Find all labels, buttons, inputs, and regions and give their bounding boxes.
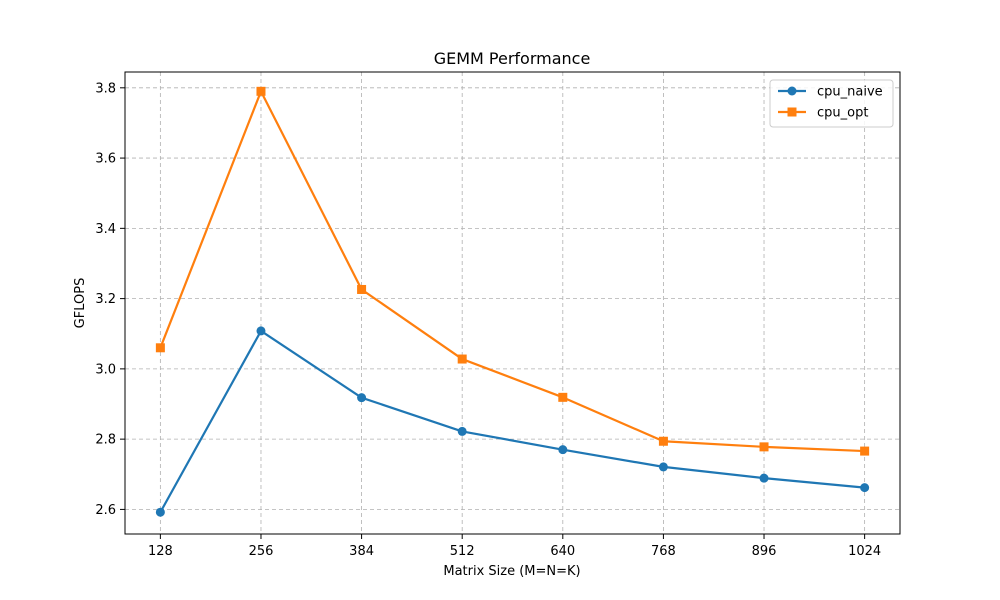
chart-title: GEMM Performance [434, 49, 591, 68]
legend-item-cpu-naive: cpu_naive [778, 85, 883, 100]
y-tick-label: 3.8 [95, 81, 116, 96]
legend-item-cpu-opt: cpu_opt [778, 106, 868, 121]
data-point-cpu-opt [155, 343, 165, 353]
legend-label: cpu_naive [817, 85, 883, 100]
x-tick-label: 128 [148, 544, 173, 559]
data-point-cpu-opt [558, 392, 568, 402]
series-cpu-opt [155, 86, 870, 456]
data-point-cpu-opt [759, 442, 769, 452]
legend-marker [787, 86, 797, 96]
data-point-cpu-naive [457, 426, 467, 436]
data-point-cpu-opt [357, 284, 367, 294]
legend-marker [787, 107, 797, 117]
series-line-cpu-naive [159, 329, 865, 513]
data-point-cpu-opt [457, 354, 467, 364]
series-cpu-naive [155, 326, 870, 517]
data-point-cpu-naive [256, 326, 266, 336]
y-tick-label: 2.8 [95, 433, 116, 448]
legend: cpu_naive cpu_opt [769, 79, 894, 128]
x-tick-label: 1024 [848, 544, 881, 559]
x-tick-label: 896 [752, 544, 777, 559]
data-point-cpu-naive [658, 462, 668, 472]
series-line-cpu-opt [159, 90, 865, 453]
y-tick-label: 2.6 [95, 503, 116, 518]
axis-ticks: 128 256 384 512 640 768 896 1024 2.6 2.8 3.0 3.2 3.4… [95, 81, 881, 559]
x-axis-label: Matrix Size (M=N=K) [443, 564, 580, 579]
x-tick-label: 512 [450, 544, 475, 559]
legend-label: cpu_opt [817, 106, 868, 121]
data-point-cpu-naive [357, 393, 367, 403]
x-tick-label: 384 [349, 544, 374, 559]
data-point-cpu-opt [860, 446, 870, 456]
y-tick-label: 3.2 [95, 292, 116, 307]
data-point-cpu-opt [658, 436, 668, 446]
data-point-cpu-naive [558, 445, 568, 455]
x-tick-label: 640 [550, 544, 575, 559]
x-tick-label: 768 [651, 544, 676, 559]
data-point-cpu-naive [759, 473, 769, 483]
y-tick-label: 3.6 [95, 152, 116, 167]
y-tick-label: 3.0 [95, 362, 116, 377]
plot-frame [124, 71, 901, 535]
y-tick-label: 3.4 [95, 222, 116, 237]
data-point-cpu-naive [155, 507, 165, 517]
grid [125, 72, 900, 534]
y-axis-label: GFLOPS [73, 278, 88, 329]
series-layer [155, 86, 870, 517]
x-tick-label: 256 [249, 544, 274, 559]
data-point-cpu-naive [860, 483, 870, 493]
data-point-cpu-opt [256, 86, 266, 96]
